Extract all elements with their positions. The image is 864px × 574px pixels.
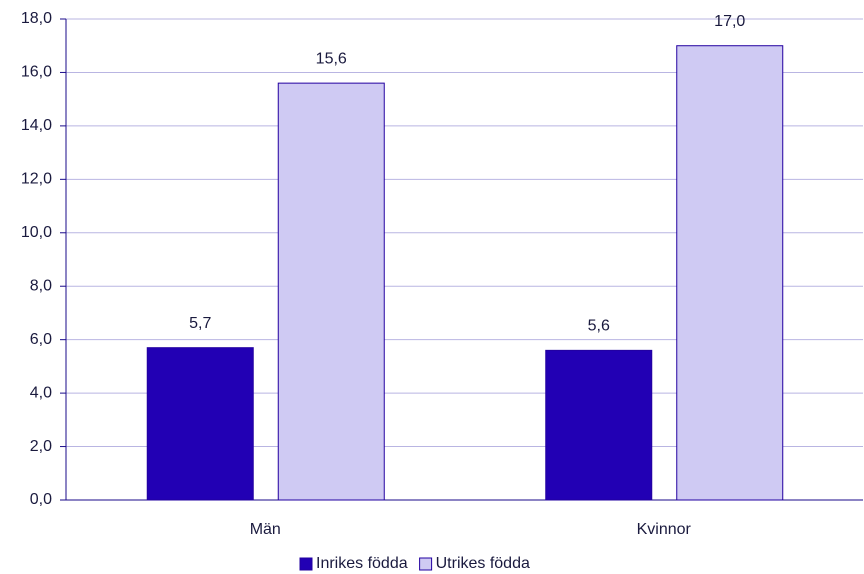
legend-swatch (419, 557, 433, 571)
legend-label: Inrikes födda (316, 555, 408, 572)
y-tick-label: 16,0 (21, 64, 52, 81)
bar (676, 45, 784, 501)
value-label: 15,6 (316, 50, 347, 67)
y-tick-label: 2,0 (30, 438, 52, 455)
legend-label: Utrikes födda (436, 555, 530, 572)
y-tick-label: 8,0 (30, 277, 52, 294)
value-label: 5,6 (588, 318, 610, 335)
x-tick-label: Kvinnor (637, 521, 692, 538)
x-tick-label: Män (250, 521, 281, 538)
bar (277, 82, 385, 501)
y-tick-label: 6,0 (30, 331, 52, 348)
y-tick-label: 12,0 (21, 171, 52, 188)
legend-swatch (299, 557, 313, 571)
bar (545, 349, 653, 501)
y-tick-label: 0,0 (30, 491, 52, 508)
bar (146, 347, 254, 501)
y-tick-label: 14,0 (21, 117, 52, 134)
y-tick-label: 4,0 (30, 384, 52, 401)
value-label: 5,7 (189, 315, 211, 332)
y-tick-label: 18,0 (21, 10, 52, 27)
value-label: 17,0 (714, 13, 745, 30)
y-tick-label: 10,0 (21, 224, 52, 241)
